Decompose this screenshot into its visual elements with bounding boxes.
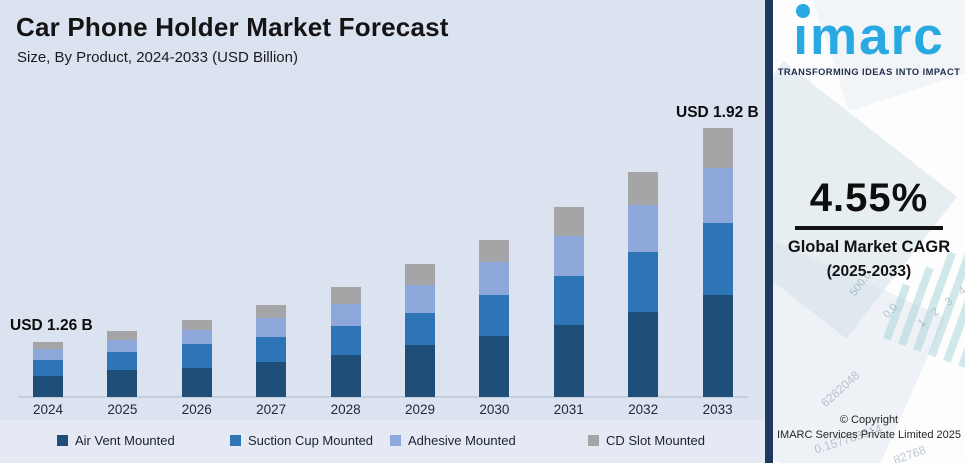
chart-section: Car Phone Holder Market Forecast Size, B… [0,12,765,463]
bar-segment [33,360,63,376]
x-axis-tick-label: 2029 [404,402,436,417]
bar-segment [553,276,584,325]
stacked-bar-2031 [553,207,584,397]
copyright-symbol-line: © Copyright [839,414,899,426]
bar-segment [256,318,287,337]
panel-content: ımarc TRANSFORMING IDEAS INTO IMPACT 4.5… [773,0,965,463]
bar-segment [181,344,212,368]
bar-segment [330,326,361,355]
page-title: Car Phone Holder Market Forecast [16,12,449,42]
x-axis-tick-label: 2033 [702,402,733,417]
sidebar-panel: 500.0 0.0 1 2 3 4 6282048 0.157783314 82… [765,0,965,463]
legend-item: Suction Cup Mounted [230,433,373,448]
bar-segment [256,362,287,397]
legend-swatch-icon [390,435,401,446]
bar-segment [33,376,63,397]
bar-segment [479,295,510,336]
x-axis-tick-label: 2025 [107,402,138,417]
bar-segment [181,320,212,330]
logo-i-dot-icon [796,4,811,18]
legend-item: Air Vent Mounted [57,433,175,448]
bar-segment [553,236,584,276]
cagr-block: 4.55% Global Market CAGR (2025-2033) [773,176,965,281]
legend-swatch-icon [230,435,241,446]
page-subtitle: Size, By Product, 2024-2033 (USD Billion… [17,49,298,66]
bar-segment [702,295,733,397]
cagr-divider [795,226,943,230]
bar-segment [628,205,659,252]
bar-segment [330,355,361,397]
x-axis-tick-label: 2031 [553,402,584,417]
stacked-bar-2025 [107,331,138,397]
bar-segment [702,223,733,295]
x-axis-tick-label: 2024 [32,402,64,417]
x-axis-tick-label: 2027 [256,402,287,417]
x-axis-tick-label: 2028 [330,402,361,417]
bar-segment [702,168,733,223]
stacked-bar-2024 [33,342,63,397]
bar-segment [628,172,659,205]
stacked-bar-2032 [628,172,659,397]
bar-segment [107,370,138,397]
stacked-bar-2030 [479,240,510,397]
imarc-logo: ımarc TRANSFORMING IDEAS INTO IMPACT [773,4,965,78]
bar-segment [181,330,212,344]
bar-segment [479,336,510,397]
bar-segment [330,304,361,326]
bar-segment [33,342,63,349]
legend: Air Vent Mounted Suction Cup Mounted Adhes… [0,420,765,463]
copyright: © Copyright IMARC Services Private Limit… [773,414,965,441]
value-label-2024: USD 1.26 B [10,317,93,334]
logo-wordmark: ımarc [793,7,945,66]
x-axis-tick-label: 2030 [479,402,510,417]
bar-segment [702,128,733,168]
bar-segment [479,262,510,295]
x-axis-tick-label: 2032 [628,402,659,417]
stacked-bar-2027 [256,305,287,397]
stacked-bar-2033 [702,128,733,397]
bar-segment [256,305,287,318]
bar-segment [479,240,510,262]
legend-swatch-icon [57,435,68,446]
cagr-value: 4.55% [809,176,929,220]
x-axis-tick-label: 2026 [181,402,212,417]
value-label-2033: USD 1.92 B [676,104,759,121]
bar-segment [553,325,584,397]
legend-item: CD Slot Mounted [588,433,705,448]
bar-segment [405,313,435,345]
bar-segment [107,331,138,340]
legend-label: Adhesive Mounted [408,433,516,448]
stacked-bar-2029 [405,264,435,397]
x-axis-line [18,396,748,398]
bar-plot: USD 1.26 B USD 1.92 B 2024 2025 2026 2027 20… [10,104,759,417]
legend-label: Suction Cup Mounted [248,433,374,448]
bar-segment [405,264,435,285]
bar-segment [553,207,584,236]
legend-item: Adhesive Mounted [390,433,516,448]
legend-label: CD Slot Mounted [606,433,705,448]
bar-segment [330,287,361,304]
bar-segment [628,252,659,312]
legend-label: Air Vent Mounted [75,433,175,448]
cagr-label: Global Market CAGR [787,238,951,256]
stacked-bar-2028 [330,287,361,397]
bar-segment [405,345,435,397]
bar-segment [33,349,63,360]
cagr-period: (2025-2033) [826,263,912,280]
bar-segment [107,340,138,352]
panel-accent-strip [765,0,773,463]
bar-segment [181,368,212,397]
bar-segment [256,337,287,362]
bar-segment [628,312,659,397]
copyright-company-line: IMARC Services Private Limited 2025 [776,429,961,441]
logo-tagline: TRANSFORMING IDEAS INTO IMPACT [777,67,961,78]
legend-swatch-icon [588,435,599,446]
bar-segment [107,352,138,370]
stacked-bar-2026 [181,320,212,397]
bar-segment [405,285,435,313]
